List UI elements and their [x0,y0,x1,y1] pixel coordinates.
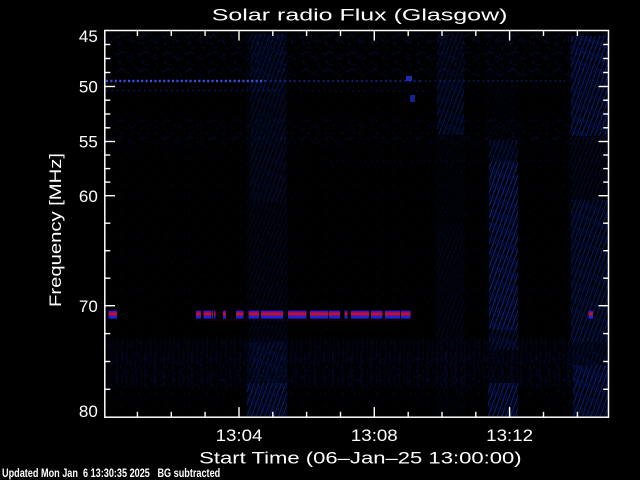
svg-text:13:12: 13:12 [486,426,533,445]
svg-text:55: 55 [79,133,98,152]
svg-text:13:08: 13:08 [351,426,398,445]
svg-text:13:04: 13:04 [216,426,263,445]
svg-text:60: 60 [79,187,98,206]
svg-text:Solar radio Flux (Glasgow): Solar radio Flux (Glasgow) [212,5,508,24]
svg-text:Start Time (06–Jan–25 13:00:00: Start Time (06–Jan–25 13:00:00) [199,448,522,467]
svg-text:50: 50 [79,78,98,97]
svg-text:70: 70 [79,297,98,316]
svg-text:Updated Mon Jan 6 13:30:35 20: Updated Mon Jan 6 13:30:35 2025 BG subtr… [2,467,220,480]
svg-text:Frequency [MHz]: Frequency [MHz] [46,153,65,307]
svg-text:80: 80 [79,402,98,421]
svg-text:45: 45 [79,27,98,46]
